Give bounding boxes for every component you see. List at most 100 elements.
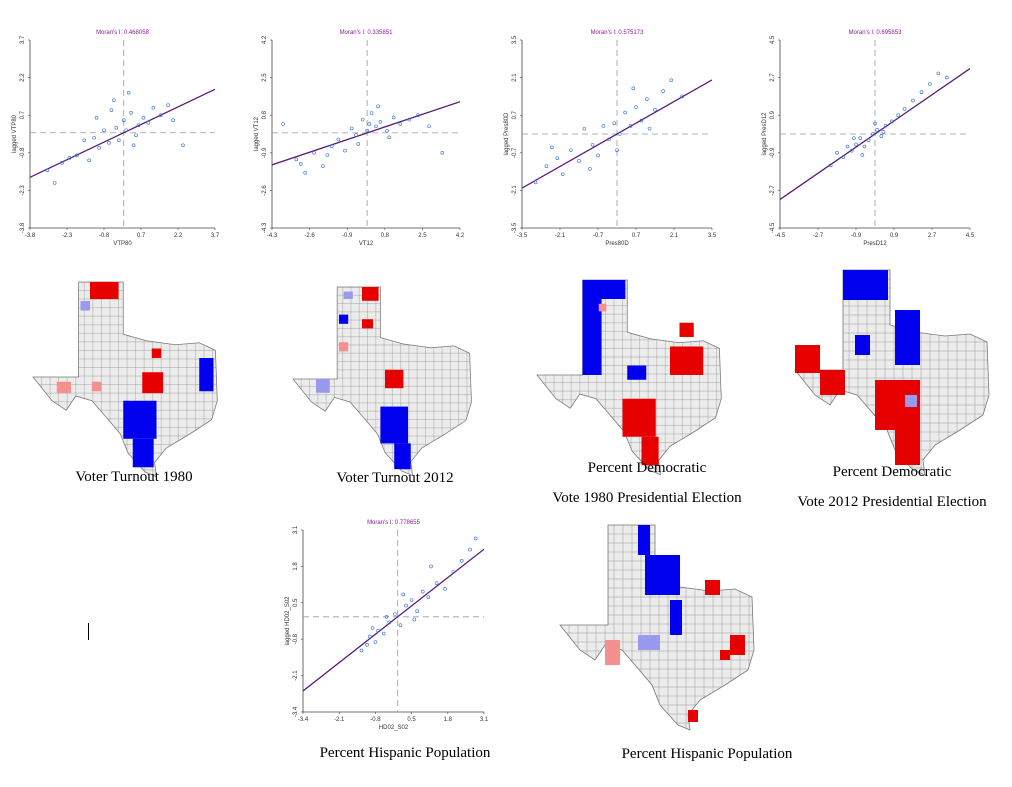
y-tick-label: -2.6 (262, 185, 268, 196)
x-axis-label: HD02_S02 (379, 725, 409, 731)
y-tick-label: 0.7 (20, 110, 26, 119)
y-tick-label: -2.7 (770, 185, 776, 196)
y-tick-label: -3.8 (20, 222, 26, 233)
y-tick-label: -0.8 (293, 633, 299, 644)
point (365, 128, 369, 133)
x-tick-label: 0.5 (407, 717, 416, 723)
point (384, 614, 389, 619)
map (794, 269, 990, 476)
point (596, 153, 600, 158)
point (124, 128, 128, 133)
point (343, 148, 347, 153)
point (67, 156, 72, 160)
point (902, 107, 907, 111)
point (835, 151, 839, 155)
point (404, 603, 408, 608)
point (398, 122, 403, 126)
y-tick-label: 3.1 (293, 525, 299, 534)
point (896, 113, 901, 117)
fit-line (303, 548, 484, 692)
point (623, 110, 627, 115)
point (114, 125, 119, 130)
x-tick-label: 3.7 (211, 233, 220, 239)
point (639, 118, 644, 123)
point (634, 105, 638, 109)
point (944, 75, 949, 80)
y-tick-label: -0.9 (770, 147, 776, 158)
point (356, 142, 361, 146)
x-tick-label: 2.1 (670, 233, 679, 239)
point (376, 628, 380, 633)
point (129, 110, 133, 115)
caption: Vote 1980 Presidential Election (552, 490, 742, 506)
point (398, 623, 403, 628)
point (416, 113, 420, 117)
caption: Voter Turnout 2012 (336, 470, 453, 486)
x-tick-label: -2.1 (555, 233, 566, 239)
point (560, 172, 565, 177)
x-tick-label: -0.9 (342, 233, 353, 239)
point (890, 119, 894, 124)
point (401, 592, 406, 597)
x-tick-label: -0.8 (99, 233, 110, 239)
point (661, 89, 665, 93)
x-tick-label: 1.8 (444, 717, 453, 723)
map (559, 524, 755, 731)
point (883, 123, 888, 128)
y-axis-label: lagged HD02_S02 (285, 596, 291, 646)
point (60, 161, 64, 165)
point (412, 617, 417, 622)
point (544, 164, 549, 169)
x-tick-label: -0.9 (851, 233, 862, 239)
map (292, 286, 472, 477)
y-tick-label: -2.3 (20, 185, 26, 196)
point (615, 148, 619, 152)
point (107, 140, 111, 145)
point (569, 148, 573, 152)
point (459, 558, 464, 563)
point (325, 153, 330, 157)
point (443, 586, 447, 591)
point (420, 589, 425, 594)
x-tick-label: 4.2 (456, 233, 465, 239)
point (92, 135, 96, 140)
fit-line (30, 88, 215, 178)
point (294, 157, 299, 162)
y-tick-label: 2.2 (20, 73, 26, 82)
point (936, 71, 941, 76)
y-tick-label: 4.2 (262, 35, 268, 44)
chart-title: Moran's I: 0.778655 (367, 520, 421, 526)
point (387, 620, 392, 625)
x-tick-label: 0.9 (890, 233, 899, 239)
point (360, 117, 365, 122)
point (440, 151, 445, 155)
y-axis-label: lagged VTP80 (12, 114, 18, 153)
point (415, 609, 419, 614)
point (354, 133, 358, 137)
point (429, 564, 433, 569)
point (369, 111, 374, 115)
point (303, 170, 307, 175)
point (387, 135, 392, 140)
caption: Voter Turnout 1980 (75, 469, 192, 485)
point (550, 145, 554, 150)
point (841, 155, 846, 159)
point (368, 634, 372, 639)
point (281, 122, 285, 126)
point (866, 138, 871, 143)
point (828, 163, 833, 168)
point (126, 90, 131, 95)
x-tick-label: -4.5 (775, 233, 786, 239)
point (645, 97, 649, 101)
y-tick-label: -3.5 (512, 222, 518, 233)
point (393, 612, 397, 616)
point (381, 631, 386, 636)
map (536, 279, 722, 476)
point (373, 640, 378, 644)
point (647, 126, 652, 131)
point (845, 144, 850, 149)
point (94, 115, 99, 120)
y-tick-label: 2.1 (512, 73, 518, 82)
point (374, 124, 378, 129)
